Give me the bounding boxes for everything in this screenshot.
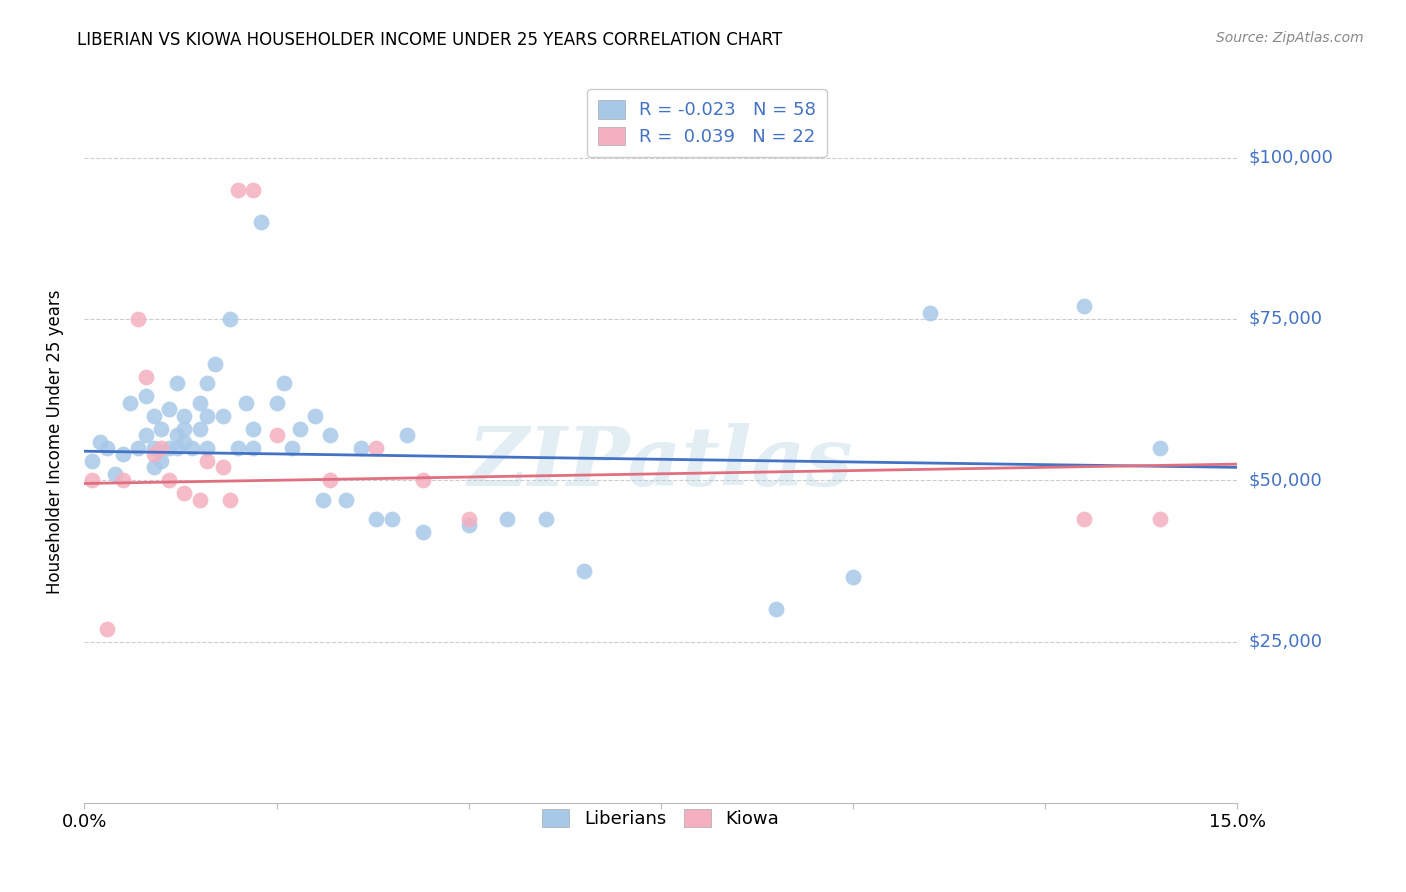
Text: $75,000: $75,000: [1249, 310, 1323, 328]
Text: LIBERIAN VS KIOWA HOUSEHOLDER INCOME UNDER 25 YEARS CORRELATION CHART: LIBERIAN VS KIOWA HOUSEHOLDER INCOME UND…: [77, 31, 783, 49]
Point: [496, 512, 519, 526]
Point: [219, 312, 242, 326]
Point: [142, 409, 165, 423]
Point: [166, 441, 188, 455]
Text: $25,000: $25,000: [1249, 632, 1323, 650]
Point: [181, 441, 204, 455]
Point: [111, 473, 134, 487]
Point: [266, 428, 288, 442]
Point: [127, 441, 149, 455]
Point: [80, 473, 103, 487]
Legend: Liberians, Kiowa: Liberians, Kiowa: [533, 800, 789, 837]
Point: [572, 564, 595, 578]
Point: [89, 434, 111, 449]
Point: [135, 428, 157, 442]
Point: [1149, 512, 1171, 526]
Point: [188, 492, 211, 507]
Point: [242, 441, 264, 455]
Point: [534, 512, 557, 526]
Point: [457, 518, 479, 533]
Point: [173, 486, 195, 500]
Point: [195, 454, 218, 468]
Point: [211, 460, 233, 475]
Text: Source: ZipAtlas.com: Source: ZipAtlas.com: [1216, 31, 1364, 45]
Point: [918, 305, 941, 319]
Point: [142, 447, 165, 461]
Point: [235, 396, 257, 410]
Point: [412, 473, 434, 487]
Point: [166, 376, 188, 391]
Point: [366, 441, 388, 455]
Point: [204, 357, 226, 371]
Point: [311, 492, 333, 507]
Point: [242, 422, 264, 436]
Point: [135, 370, 157, 384]
Point: [111, 447, 134, 461]
Y-axis label: Householder Income Under 25 years: Householder Income Under 25 years: [45, 289, 63, 594]
Point: [288, 422, 311, 436]
Point: [188, 396, 211, 410]
Point: [1073, 299, 1095, 313]
Point: [150, 441, 173, 455]
Point: [127, 312, 149, 326]
Point: [96, 622, 118, 636]
Point: [211, 409, 233, 423]
Text: $100,000: $100,000: [1249, 149, 1333, 167]
Point: [366, 512, 388, 526]
Point: [142, 460, 165, 475]
Point: [266, 396, 288, 410]
Point: [242, 183, 264, 197]
Point: [281, 441, 304, 455]
Point: [104, 467, 127, 481]
Point: [226, 183, 249, 197]
Point: [142, 441, 165, 455]
Point: [157, 441, 180, 455]
Point: [150, 422, 173, 436]
Point: [250, 215, 273, 229]
Text: $50,000: $50,000: [1249, 471, 1322, 489]
Point: [150, 454, 173, 468]
Point: [350, 441, 373, 455]
Point: [173, 409, 195, 423]
Point: [195, 441, 218, 455]
Point: [1073, 512, 1095, 526]
Point: [135, 389, 157, 403]
Point: [412, 524, 434, 539]
Point: [173, 422, 195, 436]
Point: [1149, 441, 1171, 455]
Point: [273, 376, 295, 391]
Point: [80, 454, 103, 468]
Point: [166, 428, 188, 442]
Point: [226, 441, 249, 455]
Point: [319, 428, 342, 442]
Point: [173, 434, 195, 449]
Point: [381, 512, 404, 526]
Point: [157, 402, 180, 417]
Point: [457, 512, 479, 526]
Point: [120, 396, 142, 410]
Point: [96, 441, 118, 455]
Point: [765, 602, 787, 616]
Point: [842, 570, 865, 584]
Point: [396, 428, 419, 442]
Point: [304, 409, 326, 423]
Point: [195, 409, 218, 423]
Point: [319, 473, 342, 487]
Point: [195, 376, 218, 391]
Point: [188, 422, 211, 436]
Text: ZIPatlas: ZIPatlas: [468, 423, 853, 503]
Point: [157, 473, 180, 487]
Point: [219, 492, 242, 507]
Point: [335, 492, 357, 507]
